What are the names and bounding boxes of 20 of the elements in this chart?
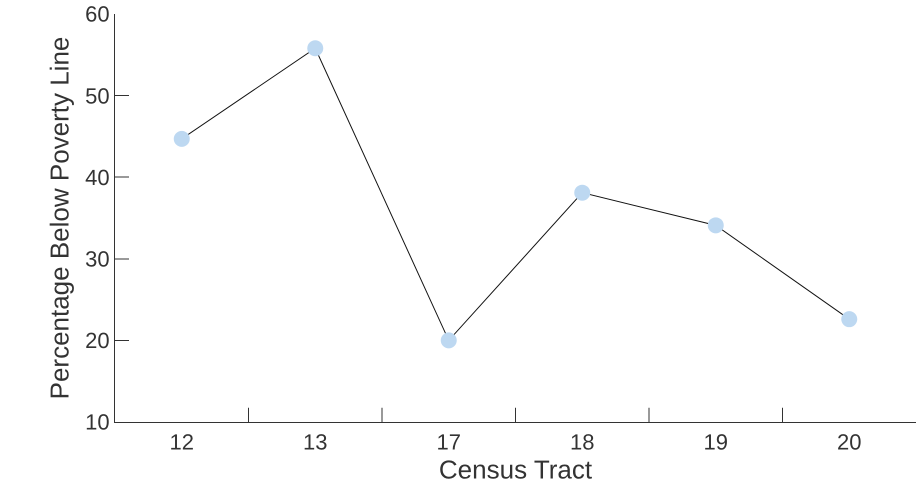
y-tick-label: 50 xyxy=(85,83,110,108)
x-tick-label: 13 xyxy=(303,429,328,454)
y-tick-label: 30 xyxy=(85,246,110,272)
y-tick-label: 60 xyxy=(85,2,110,27)
x-tick-label: 12 xyxy=(170,429,194,454)
y-tick-label: 10 xyxy=(85,410,110,435)
point xyxy=(841,311,858,328)
y-tick-label: 20 xyxy=(85,328,110,354)
y-axis-title: Percentage Below Poverty Line xyxy=(44,36,75,400)
x-tick-label: 20 xyxy=(837,429,862,454)
point xyxy=(307,40,324,56)
x-axis-title: Census Tract xyxy=(438,454,593,484)
x-tick-label: 17 xyxy=(436,429,461,454)
point xyxy=(440,332,457,348)
point xyxy=(708,217,724,234)
point xyxy=(174,130,190,147)
y-tick-label: 40 xyxy=(85,164,110,190)
point xyxy=(574,184,590,201)
x-tick-label: 18 xyxy=(570,429,594,454)
x-tick-label: 19 xyxy=(704,429,728,454)
